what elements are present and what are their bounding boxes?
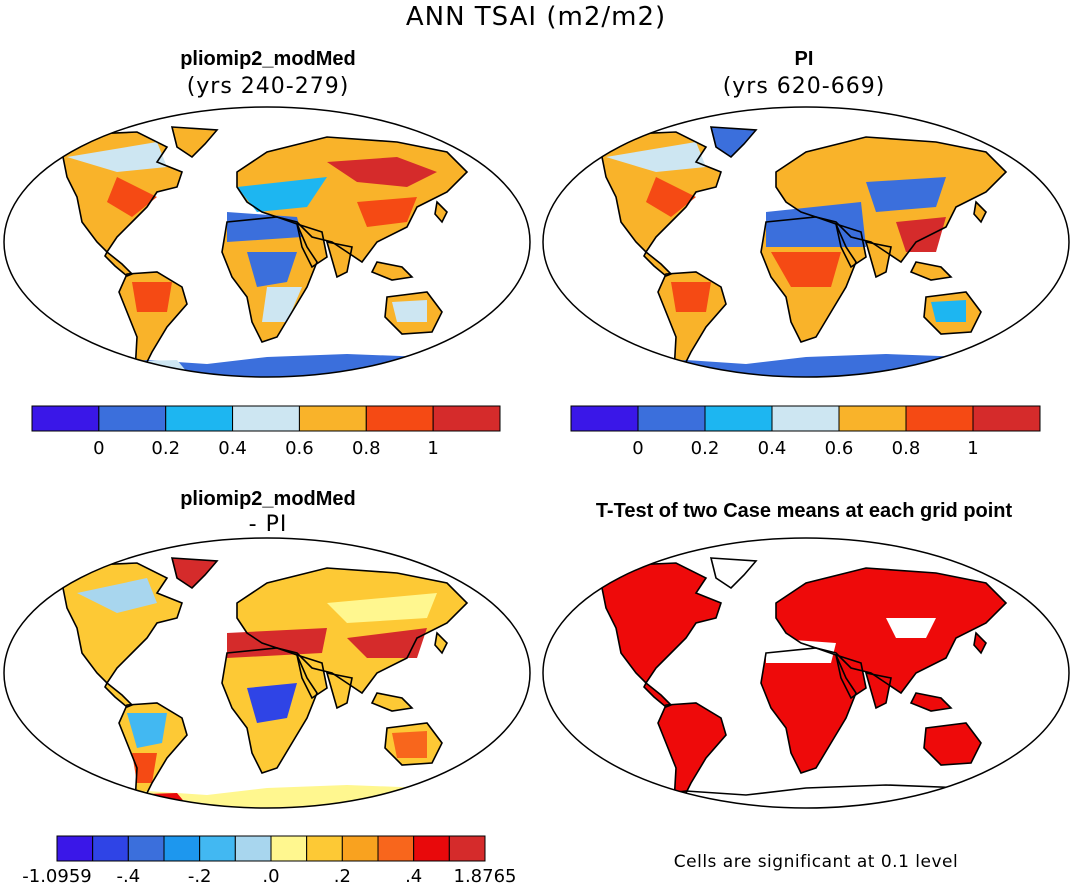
colorbar-swatch [92,835,129,862]
colorbar-tick-label: 0.6 [285,438,314,459]
colorbar-tick-label: -1.0959 [22,866,91,885]
colorbar-swatch [31,405,100,432]
colorbar-tick-label: 0 [632,438,643,459]
colorbar-tick-label: 0.8 [352,438,381,459]
colorbar-top-right: 0 0.2 0.4 0.6 0.8 1 [570,405,1041,459]
colorbar-swatch [377,835,415,862]
panel-title-top-right: PI [794,48,814,70]
colorbar-swatch [365,405,434,432]
colorbar-swatch [771,405,840,432]
colorbar-swatch [234,835,272,862]
map-panel-top-right [542,106,1070,378]
colorbar-tick-label: 0.8 [892,438,921,459]
colorbar-bottom-left: -1.0959 -.4 -.2 .0 .2 .4 1.8765 [22,835,517,885]
map-panel-bottom-right [542,537,1070,809]
colorbar-swatch [127,835,165,862]
colorbar-swatch [232,405,300,432]
significance-footnote: Cells are significant at 0.1 level [673,852,959,872]
colorbar-tick-label: -.4 [116,866,140,885]
colorbar-swatch [704,405,773,432]
colorbar-tick-label: 0.2 [691,438,720,459]
colorbar-swatch [905,405,974,432]
colorbar-tick-label: .0 [262,866,279,885]
colorbar-tick-label: 1 [427,438,438,459]
colorbar-tick-label: .2 [334,866,351,885]
colorbar-swatch [165,405,234,432]
colorbar-swatch [298,405,367,432]
colorbar-swatch [448,835,486,862]
colorbar-tick-label: 1 [967,438,978,459]
colorbar-tick-label: 1.8765 [454,866,517,885]
colorbar-tick-label: -.2 [188,866,212,885]
colorbar-tick-label: 0.4 [758,438,787,459]
colorbar-swatch [306,835,343,862]
colorbar-tick-label: .4 [405,866,422,885]
colorbar-swatch [56,835,94,862]
colorbar-tick-label: 0.2 [151,438,180,459]
colorbar-swatch [163,835,201,862]
panel-subtitle-top-right: (yrs 620-669) [722,74,886,99]
colorbar-swatch [972,405,1041,432]
panel-subtitle-bottom-left: - PI [248,512,288,537]
colorbar-swatch [199,835,236,862]
colorbar-swatch [838,405,907,432]
colorbar-swatch [637,405,706,432]
colorbar-swatch [570,405,639,432]
figure-title: ANN TSAI (m2/m2) [405,2,667,32]
panel-title-top-left: pliomip2_modMed [180,48,356,70]
panel-title-bottom-right: T-Test of two Case means at each grid po… [595,500,1013,522]
colorbar-top-left: 0 0.2 0.4 0.6 0.8 1 [31,405,501,459]
colorbar-tick-label: 0 [93,438,104,459]
colorbar-swatch [413,835,450,862]
panel-title-bottom-left: pliomip2_modMed [180,488,356,510]
colorbar-swatch [270,835,308,862]
colorbar-swatch [98,405,167,432]
panel-subtitle-top-left: (yrs 240-279) [186,74,350,99]
map-panel-top-left [3,106,531,378]
colorbar-swatch [341,835,379,862]
colorbar-swatch [432,405,501,432]
colorbar-tick-label: 0.4 [218,438,247,459]
map-panel-bottom-left [3,537,531,809]
colorbar-tick-label: 0.6 [825,438,854,459]
